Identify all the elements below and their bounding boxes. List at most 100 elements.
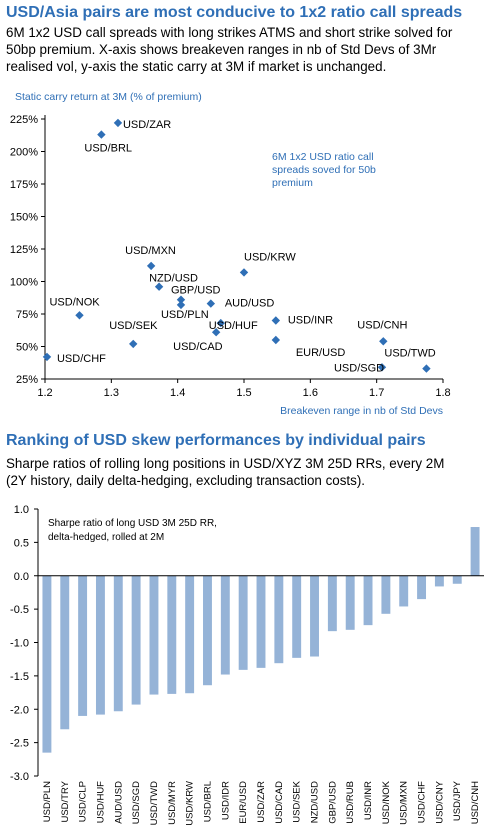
scatter-point [379, 337, 388, 346]
bar-category-label: USD/CHF [417, 781, 428, 823]
y-tick-label: -1.5 [10, 671, 29, 683]
bar [149, 575, 159, 695]
point-label: NZD/USD [149, 273, 198, 285]
bar-category-label: USD/SEK [292, 780, 303, 822]
bar-category-label: USD/PLN [42, 781, 53, 822]
point-label: USD/NOK [49, 296, 100, 308]
x-tick-label: 1.6 [303, 387, 318, 399]
scatter-point [422, 364, 431, 373]
bar [310, 575, 319, 657]
scatter-point [42, 352, 52, 362]
bar [238, 575, 248, 670]
bar [185, 575, 195, 694]
point-label: USD/MXN [125, 245, 176, 257]
usd-skew-sharpe-bar-chart: 1.0 0.5 0.0 -0.5 -1.0 -1.5 -2.0 -2.5 -3.0 USD/PLN… [10, 504, 484, 826]
scatter-chart-title: USD/Asia pairs are most conducive to 1x2… [6, 4, 463, 21]
scatter-chart-description: 6M 1x2 USD call spreads with long strike… [6, 24, 484, 75]
point-label: USD/KRW [244, 251, 296, 263]
point-label: USD/PLN [161, 309, 209, 321]
bar-category-label: USD/SGD [131, 781, 142, 824]
bar [399, 575, 409, 607]
scatter-point [377, 363, 387, 372]
scatter-point [206, 299, 216, 308]
description-line: 6M 1x2 USD call spreads with long strike… [6, 25, 453, 40]
y-tick-label: -3.0 [10, 771, 29, 783]
bar-category-label: GBP/USD [327, 781, 338, 824]
bar [60, 575, 70, 730]
bar [95, 575, 105, 715]
point-label: USD/CHF [57, 353, 106, 365]
y-tick-label: 125% [10, 244, 38, 256]
y-tick-label: 1.0 [14, 504, 29, 516]
point-label: USD/SEK [109, 320, 158, 332]
scatter-point [154, 282, 164, 291]
bar-category-label: USD/TWD [149, 781, 160, 825]
bar-category-label: USD/RUB [345, 781, 356, 824]
bar-category-label: USD/BRL [202, 781, 213, 822]
scatter-point [75, 311, 84, 320]
bar [203, 575, 212, 686]
x-tick-label: 1.5 [236, 387, 251, 399]
bar [417, 575, 427, 600]
y-tick-label: 50% [16, 342, 38, 354]
bar [131, 575, 141, 705]
bar [381, 575, 391, 614]
x-axis-label: Breakeven range in nb of Std Devs [280, 405, 443, 417]
bar [42, 575, 52, 753]
scatter-point [176, 295, 186, 304]
x-tick-label: 1.4 [170, 387, 185, 399]
bar [434, 575, 444, 587]
x-tick-label: 1.3 [104, 387, 119, 399]
point-label: USD/BRL [84, 143, 132, 155]
annotation-line: 6M 1x2 USD ratio call [272, 151, 374, 163]
annotation-line: spreads soved for 50b [272, 164, 376, 176]
bar [78, 575, 88, 716]
y-tick-label: 25% [16, 374, 38, 386]
y-tick-label: -2.5 [10, 738, 29, 750]
bar-category-label: USD/MYR [167, 781, 178, 825]
scatter-point [211, 328, 221, 337]
bar [292, 575, 302, 658]
bar-category-label: USD/TRY [60, 780, 71, 822]
point-label: AUD/USD [225, 298, 275, 310]
y-tick-label: 100% [10, 277, 38, 289]
point-label: USD/HUF [209, 320, 258, 332]
scatter-point [271, 335, 281, 345]
point-label: USD/ZAR [123, 119, 171, 131]
scatter-point [216, 318, 225, 328]
y-tick-label: -2.0 [10, 704, 29, 716]
bar [220, 575, 230, 675]
scatter-point [129, 339, 138, 349]
bar [256, 575, 266, 668]
bar [345, 575, 355, 630]
bar-category-label: USD/CLP [78, 781, 89, 822]
y-axis-label: Static carry return at 3M (% of premium) [15, 91, 202, 103]
bar-category-label: USD/NOK [381, 780, 392, 824]
bar [452, 575, 462, 584]
chart-annotation: 6M 1x2 USD ratio call spreads soved for 5… [272, 151, 376, 189]
bar-category-label: USD/HUF [95, 781, 106, 823]
bar [167, 575, 177, 694]
note-line: delta-hedged, rolled at 2M [48, 532, 164, 543]
y-tick-label: 0.0 [14, 571, 29, 583]
description-line: realised vol, y-axis the static carry at… [6, 59, 387, 74]
bar-chart-description: Sharpe ratios of rolling long positions … [6, 455, 484, 489]
bar-category-label: USD/JPY [452, 780, 463, 821]
point-label: USD/SGD [334, 362, 384, 374]
chart-note: Sharpe ratio of long USD 3M 25D RR, delta… [48, 518, 217, 543]
y-tick-label: -1.0 [10, 638, 29, 650]
note-line: Sharpe ratio of long USD 3M 25D RR, [48, 518, 217, 529]
point-label: EUR/USD [296, 347, 346, 359]
x-tick-label: 1.2 [37, 387, 52, 399]
description-line: (2Y history, daily delta-hedging, exclud… [6, 473, 366, 488]
y-tick-label: 75% [16, 309, 38, 321]
point-label: USD/TWD [384, 348, 435, 360]
y-tick-label: -0.5 [10, 604, 29, 616]
bar-category-label: NZD/USD [310, 781, 321, 823]
bar [113, 575, 123, 712]
bar-chart-title: Ranking of USD skew performances by indi… [6, 432, 426, 449]
annotation-line: premium [272, 177, 313, 189]
bar [470, 527, 480, 576]
point-label: USD/CNH [357, 319, 407, 331]
scatter-point [97, 130, 106, 139]
